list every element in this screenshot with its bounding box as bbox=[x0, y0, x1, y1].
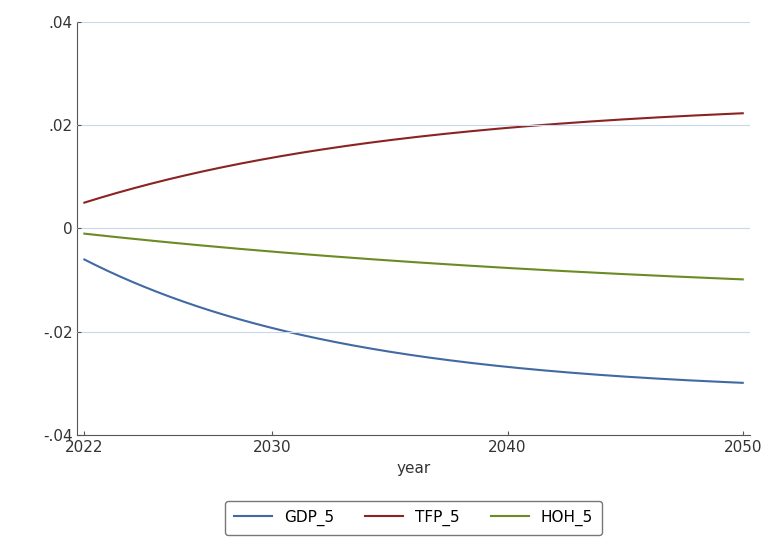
TFP_5 bbox=[722, 110, 731, 117]
HOH_5 bbox=[397, 258, 406, 264]
TFP_5 bbox=[393, 136, 402, 143]
HOH_5 bbox=[738, 276, 747, 283]
HOH_5 bbox=[80, 231, 89, 237]
GDP_5 bbox=[436, 356, 445, 362]
HOH_5 bbox=[436, 261, 445, 267]
TFP_5 bbox=[397, 135, 406, 142]
TFP_5 bbox=[80, 199, 89, 206]
GDP_5 bbox=[738, 380, 747, 386]
Line: HOH_5: HOH_5 bbox=[84, 234, 743, 280]
HOH_5 bbox=[393, 258, 402, 264]
GDP_5 bbox=[722, 379, 731, 385]
GDP_5 bbox=[472, 360, 481, 367]
GDP_5 bbox=[393, 350, 402, 356]
TFP_5 bbox=[436, 131, 445, 138]
GDP_5 bbox=[397, 350, 406, 357]
X-axis label: year: year bbox=[397, 461, 431, 475]
TFP_5 bbox=[738, 110, 747, 116]
TFP_5 bbox=[472, 127, 481, 134]
GDP_5 bbox=[619, 373, 628, 380]
TFP_5 bbox=[619, 116, 628, 122]
Line: GDP_5: GDP_5 bbox=[84, 259, 743, 383]
GDP_5 bbox=[80, 256, 89, 263]
Legend: GDP_5, TFP_5, HOH_5: GDP_5, TFP_5, HOH_5 bbox=[225, 500, 602, 535]
HOH_5 bbox=[619, 271, 628, 277]
HOH_5 bbox=[722, 275, 731, 282]
Line: TFP_5: TFP_5 bbox=[84, 113, 743, 202]
HOH_5 bbox=[472, 263, 481, 269]
